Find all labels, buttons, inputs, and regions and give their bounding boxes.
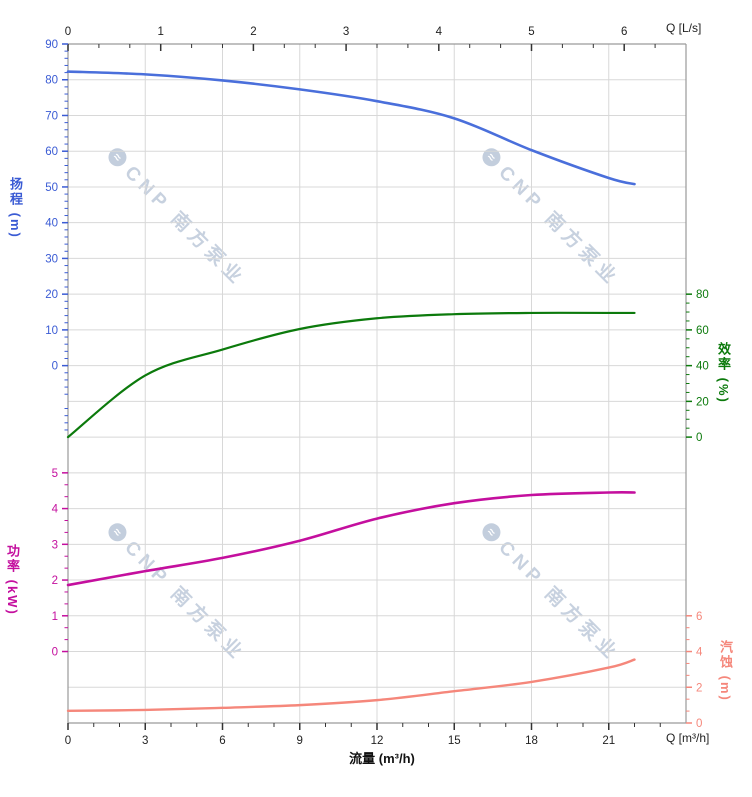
svg-text:60: 60	[45, 146, 58, 158]
svg-text:9: 9	[297, 735, 303, 747]
svg-text:30: 30	[45, 253, 58, 265]
svg-text:40: 40	[45, 218, 58, 230]
svg-text:6: 6	[696, 611, 702, 623]
svg-text:4: 4	[696, 647, 703, 659]
power-curve	[66, 491, 636, 587]
top-axis: 0 1 2 3 4 5 6	[65, 26, 656, 51]
svg-text:0: 0	[696, 718, 702, 730]
svg-text:0: 0	[65, 735, 71, 747]
svg-text:5: 5	[528, 26, 534, 38]
svg-text:20: 20	[45, 289, 58, 301]
efficiency-curve	[66, 311, 636, 439]
npsh-axis-title: 汽蚀 (m)	[718, 640, 733, 702]
svg-text:20: 20	[696, 396, 709, 408]
svg-text:5: 5	[52, 468, 58, 480]
svg-text:1: 1	[52, 611, 58, 623]
flow-axis-title: 流量 (m³/h)	[349, 751, 415, 766]
head-axis: 90 80 70 60 50 40 30 20 10 0	[45, 39, 68, 431]
power-axis: 5 4 3 2 1 0	[52, 468, 68, 659]
svg-text:12: 12	[371, 735, 384, 747]
svg-text:2: 2	[250, 26, 256, 38]
svg-text:90: 90	[45, 39, 58, 51]
svg-text:3: 3	[52, 539, 58, 551]
svg-text:6: 6	[219, 735, 225, 747]
svg-text:40: 40	[696, 361, 709, 373]
svg-text:80: 80	[45, 75, 58, 87]
svg-text:1: 1	[157, 26, 163, 38]
top-q-unit-label: Q [L/s]	[666, 21, 702, 35]
svg-text:3: 3	[142, 735, 148, 747]
svg-text:0: 0	[52, 647, 58, 659]
svg-text:80: 80	[696, 289, 709, 301]
svg-text:6: 6	[621, 26, 627, 38]
npsh-axis: 6 4 2 0	[686, 611, 703, 730]
bottom-axis: 0 3 6 9 12 15 18 21	[65, 723, 661, 747]
svg-text:4: 4	[436, 26, 443, 38]
svg-text:50: 50	[45, 182, 58, 194]
efficiency-axis-title: 效率 (%)	[716, 342, 731, 404]
svg-text:70: 70	[45, 110, 58, 122]
bottom-q-unit-label: Q [m³/h]	[666, 731, 710, 745]
svg-text:60: 60	[696, 325, 709, 337]
power-axis-title: 功率 (kW)	[5, 544, 20, 616]
svg-text:4: 4	[52, 504, 59, 516]
svg-text:3: 3	[343, 26, 349, 38]
svg-text:0: 0	[52, 361, 58, 373]
svg-text:2: 2	[52, 575, 58, 587]
efficiency-axis: 80 60 40 20 0	[686, 289, 709, 444]
svg-text:2: 2	[696, 682, 702, 694]
svg-text:0: 0	[65, 26, 71, 38]
svg-text:21: 21	[602, 735, 615, 747]
svg-text:0: 0	[696, 432, 702, 444]
svg-text:10: 10	[45, 325, 58, 337]
head-axis-title: 扬程 (m)	[8, 177, 23, 239]
npsh-curve	[66, 658, 636, 713]
svg-text:15: 15	[448, 735, 461, 747]
gridlines	[67, 43, 687, 724]
svg-text:18: 18	[525, 735, 538, 747]
head-curve	[66, 70, 636, 186]
